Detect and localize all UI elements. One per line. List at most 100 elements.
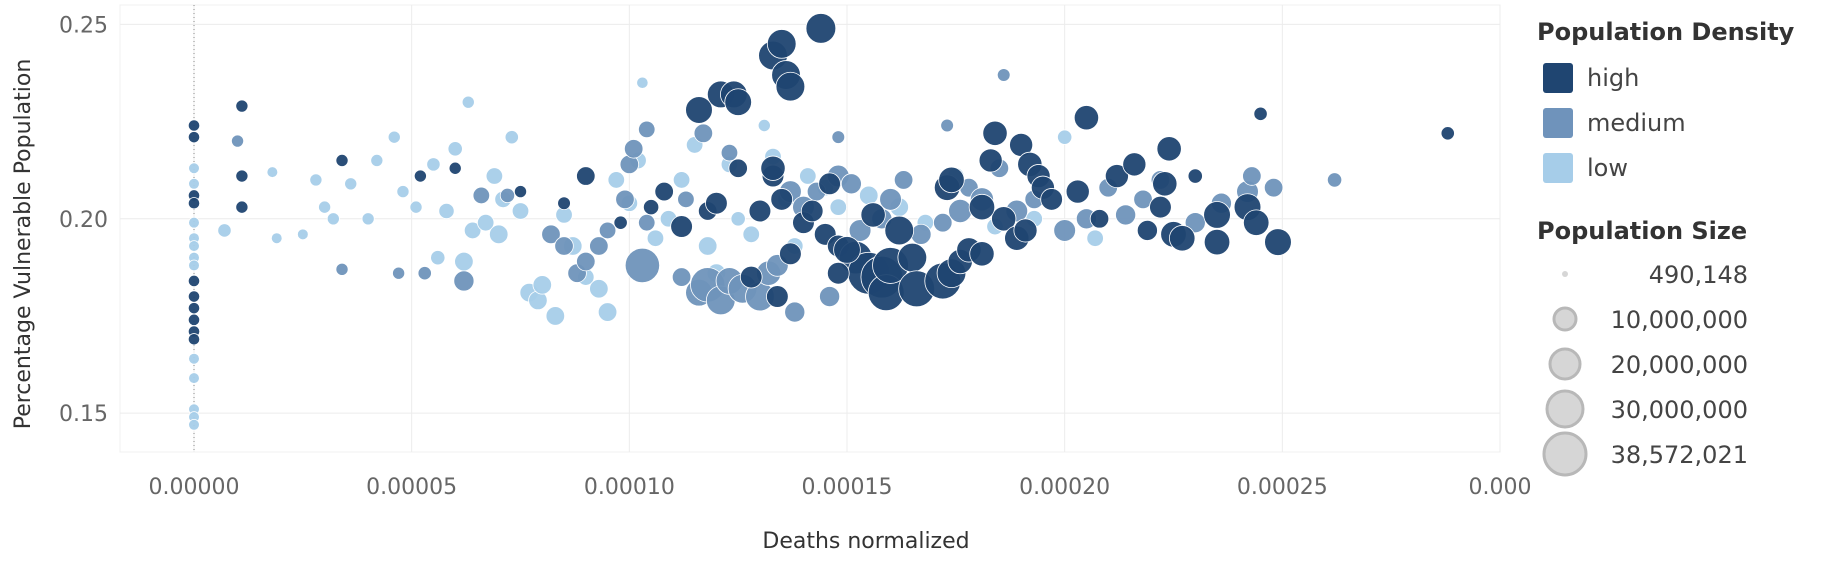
data-point-low[interactable] [485, 167, 504, 185]
data-points[interactable] [187, 13, 1455, 431]
data-point-low[interactable] [730, 211, 746, 227]
data-point-medium[interactable] [720, 144, 739, 162]
data-point-low[interactable] [430, 250, 446, 266]
data-point-low[interactable] [447, 141, 463, 157]
data-point-low[interactable] [589, 279, 609, 299]
data-point-medium[interactable] [879, 188, 902, 211]
data-point-medium[interactable] [840, 173, 862, 195]
data-point-high[interactable] [448, 161, 462, 175]
data-point-medium[interactable] [848, 219, 872, 242]
data-point-medium[interactable] [1326, 172, 1343, 188]
data-point-high[interactable] [748, 199, 772, 223]
data-point-high[interactable] [187, 290, 201, 303]
data-point-high[interactable] [413, 169, 427, 183]
data-point-high[interactable] [1104, 164, 1129, 189]
data-point-low[interactable] [188, 372, 200, 384]
data-point-high[interactable] [991, 206, 1017, 232]
data-point-high[interactable] [775, 71, 806, 102]
data-point-medium[interactable] [335, 262, 349, 276]
data-point-high[interactable] [1264, 228, 1292, 256]
data-point-high[interactable] [728, 158, 748, 178]
data-point-high[interactable] [1149, 195, 1172, 219]
data-point-high[interactable] [335, 153, 349, 167]
data-point-low[interactable] [646, 229, 665, 247]
data-point-medium[interactable] [948, 199, 973, 224]
data-point-high[interactable] [1152, 171, 1178, 197]
data-point-low[interactable] [636, 76, 649, 89]
data-point-medium[interactable] [996, 68, 1011, 82]
data-point-high[interactable] [770, 188, 794, 211]
data-point-high[interactable] [766, 29, 797, 59]
data-point-low[interactable] [463, 221, 482, 240]
data-point-high[interactable] [1187, 168, 1203, 184]
data-point-high[interactable] [884, 215, 915, 246]
data-point-low[interactable] [1086, 229, 1104, 247]
data-point-high[interactable] [654, 181, 674, 202]
data-point-medium[interactable] [417, 266, 432, 281]
data-point-high[interactable] [1440, 126, 1455, 141]
data-point-medium[interactable] [554, 236, 574, 256]
data-point-low[interactable] [188, 418, 200, 431]
data-point-low[interactable] [859, 185, 879, 206]
data-point-medium[interactable] [1184, 212, 1206, 234]
data-point-low[interactable] [309, 173, 323, 187]
data-point-medium[interactable] [392, 266, 406, 280]
data-point-high[interactable] [235, 99, 249, 113]
data-point-low[interactable] [409, 200, 423, 214]
data-point-high[interactable] [514, 185, 528, 199]
data-point-medium[interactable] [231, 134, 245, 148]
data-point-low[interactable] [217, 223, 232, 238]
data-point-high[interactable] [1203, 201, 1231, 229]
data-point-medium[interactable] [453, 270, 475, 292]
data-point-high[interactable] [235, 169, 249, 183]
data-point-medium[interactable] [638, 120, 656, 139]
data-point-medium[interactable] [831, 130, 846, 144]
data-point-medium[interactable] [910, 223, 932, 245]
data-point-medium[interactable] [615, 189, 635, 210]
data-point-high[interactable] [557, 196, 571, 211]
data-point-low[interactable] [742, 225, 760, 244]
data-point-medium[interactable] [893, 170, 914, 190]
data-point-medium[interactable] [677, 190, 695, 209]
data-point-low[interactable] [188, 352, 200, 365]
data-point-high[interactable] [760, 155, 786, 181]
data-point-high[interactable] [1203, 228, 1231, 256]
data-point-medium[interactable] [671, 267, 692, 287]
data-point-high[interactable] [1040, 188, 1063, 211]
legend-item-high[interactable]: high [1543, 63, 1639, 93]
data-point-high[interactable] [833, 236, 861, 264]
data-point-high[interactable] [1065, 179, 1090, 204]
data-point-high[interactable] [670, 215, 693, 238]
data-point-medium[interactable] [638, 213, 656, 232]
data-point-high[interactable] [187, 333, 201, 346]
data-point-medium[interactable] [598, 221, 617, 240]
data-point-low[interactable] [188, 259, 200, 272]
data-point-high[interactable] [1253, 106, 1268, 121]
data-point-high[interactable] [643, 199, 660, 216]
data-point-high[interactable] [860, 202, 886, 228]
data-point-low[interactable] [799, 167, 817, 185]
data-point-low[interactable] [829, 198, 847, 216]
data-point-high[interactable] [187, 274, 201, 288]
data-point-high[interactable] [1122, 152, 1147, 177]
data-point-high[interactable] [1089, 209, 1110, 229]
data-point-medium[interactable] [1053, 219, 1076, 242]
data-point-medium[interactable] [819, 286, 841, 308]
data-point-high[interactable] [805, 13, 837, 44]
data-point-high[interactable] [576, 166, 596, 186]
legend-item-low[interactable]: low [1543, 153, 1628, 183]
data-point-low[interactable] [387, 130, 401, 144]
data-point-high[interactable] [897, 242, 928, 273]
data-point-high[interactable] [938, 166, 965, 194]
data-point-low[interactable] [476, 213, 495, 232]
data-point-high[interactable] [818, 172, 841, 196]
data-point-high[interactable] [982, 120, 1008, 146]
data-point-medium[interactable] [499, 187, 516, 204]
data-point-low[interactable] [504, 130, 519, 145]
data-point-medium[interactable] [576, 251, 596, 272]
data-point-high[interactable] [739, 265, 763, 289]
data-point-high[interactable] [1013, 218, 1038, 243]
data-point-low[interactable] [532, 275, 552, 295]
data-point-medium[interactable] [1115, 204, 1137, 226]
data-point-high[interactable] [187, 302, 201, 315]
